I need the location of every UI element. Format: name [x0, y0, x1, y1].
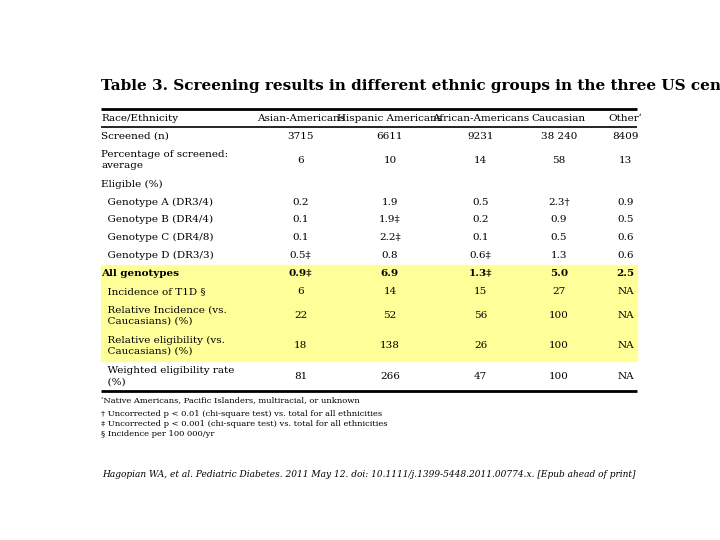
Text: NA: NA	[617, 287, 634, 296]
Text: 13: 13	[619, 156, 632, 165]
Bar	[101, 330, 636, 361]
Text: 81: 81	[294, 372, 307, 381]
Bar	[101, 265, 636, 282]
Text: 14: 14	[383, 287, 397, 296]
Text: 6.9: 6.9	[381, 269, 399, 278]
Text: 58: 58	[552, 156, 565, 165]
Text: 0.6: 0.6	[618, 233, 634, 242]
Text: Incidence of T1D §: Incidence of T1D §	[101, 287, 206, 296]
Text: 100: 100	[549, 311, 569, 320]
Text: 0.5: 0.5	[618, 215, 634, 225]
Text: Race/Ethnicity: Race/Ethnicity	[101, 114, 179, 123]
Text: 22: 22	[294, 311, 307, 320]
Text: 266: 266	[380, 372, 400, 381]
Text: 5.0: 5.0	[549, 269, 568, 278]
Text: Asian-Americans: Asian-Americans	[256, 114, 345, 123]
Text: Hispanic Americans: Hispanic Americans	[338, 114, 443, 123]
Text: Genotype D (DR3/3): Genotype D (DR3/3)	[101, 251, 214, 260]
Text: 15: 15	[474, 287, 487, 296]
Text: 100: 100	[549, 341, 569, 350]
Text: 10: 10	[383, 156, 397, 165]
Text: 38 240: 38 240	[541, 132, 577, 140]
Text: Relative eligibility (vs.
  Caucasians) (%): Relative eligibility (vs. Caucasians) (%…	[101, 335, 225, 356]
Text: 138: 138	[380, 341, 400, 350]
Text: 52: 52	[383, 311, 397, 320]
Text: 2.3†: 2.3†	[548, 198, 570, 207]
Text: NA: NA	[617, 372, 634, 381]
Text: 26: 26	[474, 341, 487, 350]
Text: Weighted eligibility rate
  (%): Weighted eligibility rate (%)	[101, 366, 235, 386]
Text: Percentage of screened:
average: Percentage of screened: average	[101, 150, 228, 170]
Text: 0.2: 0.2	[472, 215, 489, 225]
Text: Hagopian WA, et al. Pediatric Diabetes. 2011 May 12. doi: 10.1111/j.1399-5448.20: Hagopian WA, et al. Pediatric Diabetes. …	[102, 469, 636, 478]
Text: Otherʹ: Otherʹ	[609, 114, 642, 123]
Bar	[101, 282, 636, 300]
Text: 6: 6	[297, 287, 304, 296]
Text: 0.5‡: 0.5‡	[289, 251, 312, 260]
Text: Table 3. Screening results in different ethnic groups in the three US centers: Table 3. Screening results in different …	[101, 79, 720, 93]
Text: 0.5: 0.5	[472, 198, 489, 207]
Text: Genotype B (DR4/4): Genotype B (DR4/4)	[101, 215, 213, 225]
Text: Eligible (%): Eligible (%)	[101, 180, 163, 189]
Text: 0.1: 0.1	[472, 233, 489, 242]
Text: 0.6: 0.6	[618, 251, 634, 260]
Text: 0.5: 0.5	[551, 233, 567, 242]
Text: Genotype A (DR3/4): Genotype A (DR3/4)	[101, 198, 213, 207]
Text: 0.9: 0.9	[618, 198, 634, 207]
Text: 0.9: 0.9	[551, 215, 567, 225]
Text: 18: 18	[294, 341, 307, 350]
Text: Relative Incidence (vs.
  Caucasians) (%): Relative Incidence (vs. Caucasians) (%)	[101, 305, 227, 326]
Text: † Uncorrected p < 0.01 (chi-square test) vs. total for all ethnicities: † Uncorrected p < 0.01 (chi-square test)…	[101, 410, 382, 418]
Text: § Incidence per 100 000/yr: § Incidence per 100 000/yr	[101, 430, 215, 438]
Text: African-Americans: African-Americans	[432, 114, 529, 123]
Text: Caucasian: Caucasian	[531, 114, 586, 123]
Text: 0.6‡: 0.6‡	[469, 251, 492, 260]
Text: 47: 47	[474, 372, 487, 381]
Text: ʹNative Americans, Pacific Islanders, multiracial, or unknown: ʹNative Americans, Pacific Islanders, mu…	[101, 396, 360, 404]
Text: 0.8: 0.8	[382, 251, 398, 260]
Text: 14: 14	[474, 156, 487, 165]
Text: Screened (n): Screened (n)	[101, 132, 169, 140]
Text: 1.9: 1.9	[382, 198, 398, 207]
Text: Genotype C (DR4/8): Genotype C (DR4/8)	[101, 233, 214, 242]
Text: 56: 56	[474, 311, 487, 320]
Text: 6: 6	[297, 156, 304, 165]
Text: 2.2‡: 2.2‡	[379, 233, 401, 242]
Text: 1.9‡: 1.9‡	[379, 215, 401, 225]
Text: 1.3: 1.3	[551, 251, 567, 260]
Text: NA: NA	[617, 311, 634, 320]
Text: 100: 100	[549, 372, 569, 381]
Text: 8409: 8409	[613, 132, 639, 140]
Text: 0.1: 0.1	[292, 215, 309, 225]
Text: ‡ Uncorrected p < 0.001 (chi-square test) vs. total for all ethnicities: ‡ Uncorrected p < 0.001 (chi-square test…	[101, 420, 387, 428]
Text: 0.2: 0.2	[292, 198, 309, 207]
Text: All genotypes: All genotypes	[101, 269, 179, 278]
Text: 6611: 6611	[377, 132, 403, 140]
Text: 1.3‡: 1.3‡	[469, 269, 492, 278]
Text: 27: 27	[552, 287, 565, 296]
Bar	[101, 300, 636, 330]
Text: NA: NA	[617, 341, 634, 350]
Text: 0.1: 0.1	[292, 233, 309, 242]
Text: 2.5: 2.5	[616, 269, 635, 278]
Text: 0.9‡: 0.9‡	[289, 269, 312, 278]
Text: 9231: 9231	[467, 132, 494, 140]
Text: 3715: 3715	[287, 132, 314, 140]
